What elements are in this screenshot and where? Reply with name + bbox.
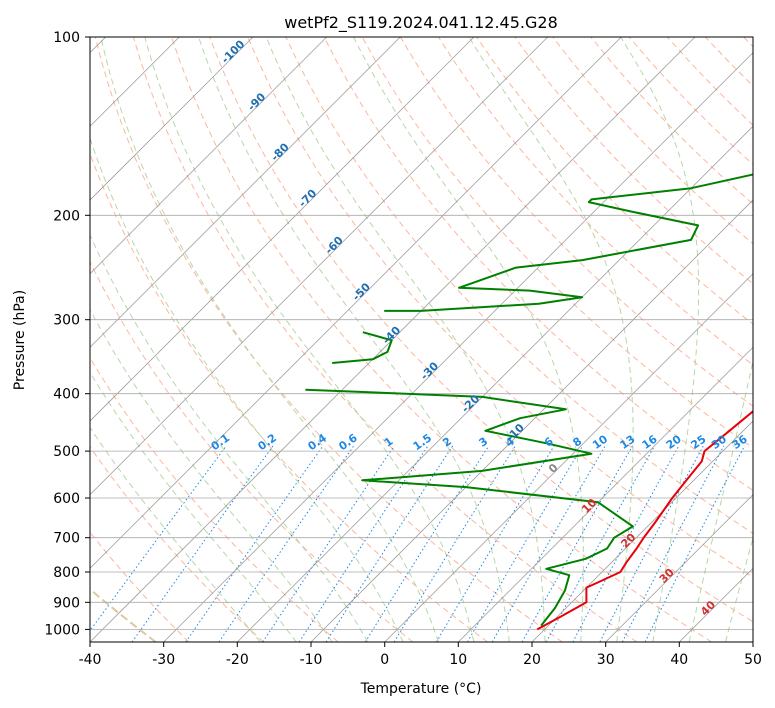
dry-adiabat (132, 37, 638, 642)
dry-adiabat (171, 37, 712, 642)
x-tick-label: 30 (597, 652, 615, 668)
reference-adiabat (90, 587, 157, 642)
dry-adiabat (94, 37, 563, 642)
grid-lines (90, 37, 753, 642)
y-tick-label: 900 (53, 595, 80, 611)
mixing-ratio-line (131, 445, 274, 642)
y-tick-label: 700 (53, 531, 80, 547)
isotherm (90, 37, 401, 348)
mixing-ratio-line (298, 445, 429, 642)
mixing-ratio-line (185, 445, 324, 642)
moist-adiabat (90, 136, 404, 642)
isotherm (384, 273, 753, 642)
dry-adiabat (90, 356, 339, 642)
moist-adiabat (144, 37, 475, 642)
isotherm (90, 37, 475, 422)
x-tick-label: -20 (226, 652, 249, 668)
isotherm (237, 125, 753, 642)
mixing-ratio-line (621, 445, 725, 642)
dry-adiabat (514, 37, 753, 285)
y-axis-label: Pressure (hPa) (12, 290, 28, 390)
mixing-ratio-line (521, 445, 633, 642)
isotherm (531, 420, 753, 642)
x-tick-label: 40 (670, 652, 688, 668)
moist-adiabat (688, 358, 753, 642)
y-tick-label: 400 (53, 387, 80, 403)
isotherm (310, 199, 753, 642)
dewpoint-profile (384, 173, 753, 312)
y-tick-label: 600 (53, 491, 80, 507)
y-tick-label: 800 (53, 565, 80, 581)
moist-adiabat (620, 37, 700, 642)
y-tick-label: 1000 (44, 622, 80, 638)
x-tick-label: -10 (300, 652, 323, 668)
dewpoint-profile (305, 388, 634, 627)
x-tick-label: 20 (523, 652, 541, 668)
dry-adiabat (323, 37, 753, 491)
moist-adiabat (353, 37, 584, 642)
moist-adiabat (90, 426, 261, 642)
dry-adiabat (209, 37, 753, 623)
dry-adiabat (247, 37, 753, 578)
isotherm (90, 37, 254, 201)
mixing-ratio-line (364, 445, 490, 642)
dewpoint-profile (332, 331, 393, 364)
x-tick-label: -30 (152, 652, 175, 668)
moist-adiabat (265, 37, 546, 642)
isotherm (90, 37, 327, 275)
isotherm (163, 52, 753, 642)
dry-adiabat (90, 446, 264, 642)
moist-adiabat (90, 233, 369, 642)
isotherm (752, 641, 753, 642)
isotherm (605, 494, 753, 642)
mixing-ratio-line (435, 445, 555, 642)
x-tick-label: 10 (449, 652, 467, 668)
mixing-ratio-line (644, 445, 746, 642)
dry-adiabat (90, 260, 414, 642)
mixing-ratio-line (262, 445, 395, 642)
mixing-ratio-line (545, 445, 656, 642)
mixing-ratio-line (218, 445, 355, 642)
temperature-profile (536, 410, 753, 631)
moist-adiabat (100, 37, 439, 642)
isotherm (90, 37, 622, 569)
y-tick-label: 500 (53, 444, 80, 460)
dry-adiabat (285, 37, 753, 535)
isotherm (458, 346, 753, 642)
dry-adiabat (476, 37, 753, 325)
isotherm (90, 37, 696, 642)
mixing-ratio-line (467, 445, 584, 642)
x-tick-label: 50 (744, 652, 762, 668)
x-tick-label: 0 (380, 652, 389, 668)
x-tick-label: -40 (79, 652, 102, 668)
y-axis: 100 200 300 400 500 600 700 800 900 1000 (44, 30, 90, 638)
series-lines (305, 173, 753, 631)
moist-adiabat (90, 371, 297, 642)
moist-adiabat (90, 308, 333, 642)
x-axis-label: Temperature (°C) (360, 681, 482, 697)
moist-adiabat (725, 536, 753, 642)
chart-title: wetPf2_S119.2024.041.12.45.G28 (284, 13, 558, 33)
y-tick-label: 200 (53, 208, 80, 224)
x-axis: -40 -30 -20 -10 0 10 20 30 40 50 (79, 642, 762, 668)
y-tick-label: 100 (53, 30, 80, 46)
plot-frame (89, 36, 754, 643)
mixing-ratio-line (325, 445, 454, 642)
y-tick-label: 300 (53, 313, 80, 329)
isotherm (90, 37, 548, 496)
